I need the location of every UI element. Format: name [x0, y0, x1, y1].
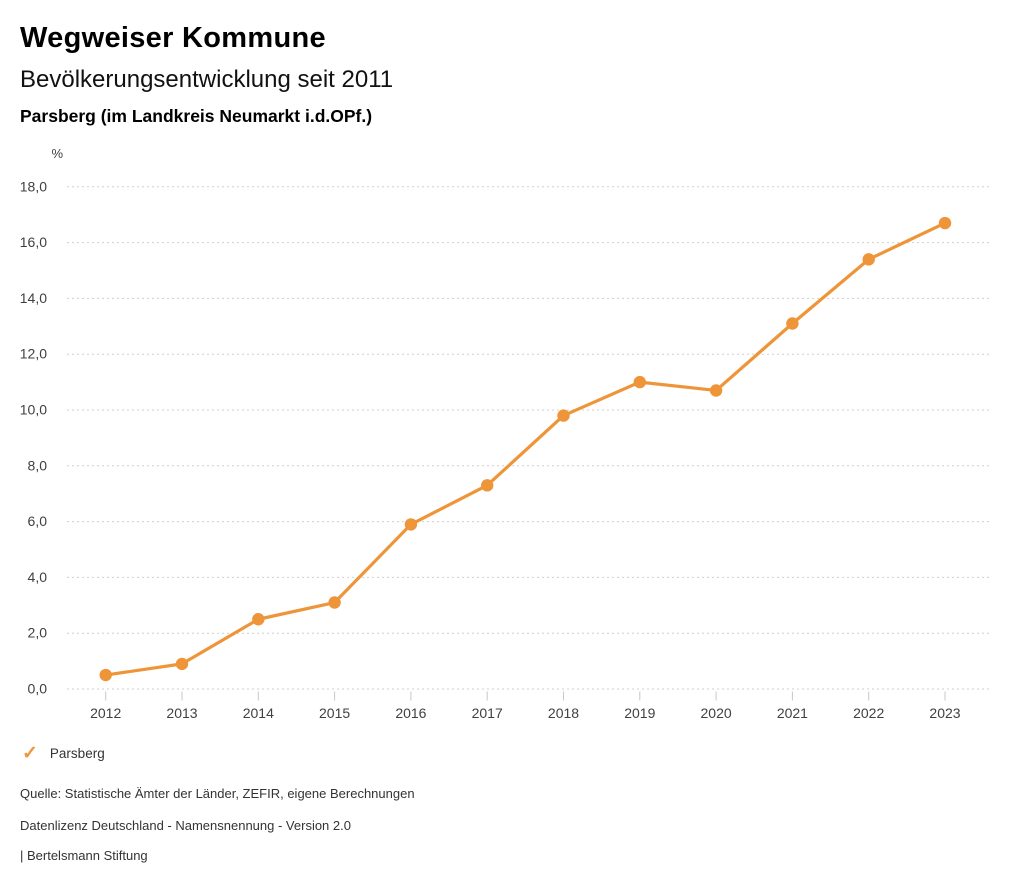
x-axis-tick-label: 2015 [319, 705, 350, 721]
page-title: Wegweiser Kommune [20, 22, 326, 54]
y-axis-tick-label: 18,0 [20, 178, 47, 194]
x-axis-tick-label: 2014 [243, 705, 274, 721]
chart-area: 0,0 2,0 4,0 6,0 8,0 10,0 12,0 14,0 16,0 18,0% 2012… [0, 140, 1024, 740]
data-point-2014[interactable] [252, 613, 265, 626]
x-axis-tick-label: 2012 [90, 705, 121, 721]
data-point-2019[interactable] [633, 375, 646, 389]
y-axis-tick-label: 4,0 [28, 569, 48, 585]
data-point-2022[interactable] [862, 253, 875, 266]
x-axis-tick-label: 2023 [929, 705, 960, 721]
legend-label: Parsberg [49, 746, 105, 761]
y-axis-tick-label: 8,0 [28, 457, 48, 473]
chart-title: Bevölkerungsentwicklung seit 2011 [20, 66, 394, 93]
data-point-2015[interactable] [328, 596, 341, 609]
data-point-2013[interactable] [175, 657, 189, 671]
data-point-2021[interactable] [786, 317, 799, 330]
x-axis-tick-label: 2016 [395, 705, 426, 721]
check-icon: ✓ [22, 743, 38, 764]
y-axis-unit-label: % [51, 146, 63, 161]
publisher-note: | Bertelsmann Stiftung [20, 848, 148, 863]
data-point-2020[interactable] [709, 384, 723, 397]
x-axis-tick-label: 2021 [777, 705, 808, 721]
data-point-2018[interactable] [557, 409, 570, 422]
chart-location-subtitle: Parsberg (im Landkreis Neumarkt i.d.OPf.… [20, 106, 373, 126]
y-axis-tick-label: 6,0 [28, 513, 48, 529]
data-point-2023[interactable] [938, 216, 952, 230]
y-axis-tick-label: 16,0 [20, 234, 47, 250]
y-axis-tick-label: 12,0 [20, 346, 47, 362]
y-axis-tick-label: 2,0 [28, 625, 48, 641]
x-axis-tick-label: 2013 [166, 705, 197, 721]
data-point-2017[interactable] [481, 479, 494, 492]
x-axis-tick-label: 2020 [701, 705, 732, 721]
data-point-2012[interactable] [99, 668, 112, 682]
license-note: Datenlizenz Deutschland - Namensnennung … [20, 818, 351, 833]
legend-item-parsberg[interactable]: ✓ Parsberg [22, 744, 105, 763]
x-axis-tick-label: 2019 [624, 705, 655, 721]
y-axis-tick-label: 14,0 [20, 290, 47, 306]
x-axis-tick-label: 2018 [548, 705, 579, 721]
y-axis-tick-label: 0,0 [28, 681, 48, 697]
x-axis-tick-label: 2022 [853, 705, 884, 721]
data-point-2016[interactable] [404, 518, 418, 531]
y-axis-tick-label: 10,0 [20, 402, 47, 418]
series-line-parsberg [104, 221, 947, 677]
x-axis-tick-label: 2017 [472, 705, 503, 721]
population-line-chart: 0,0 2,0 4,0 6,0 8,0 10,0 12,0 14,0 16,0 18,0% 2012… [20, 146, 989, 721]
source-note: Quelle: Statistische Ämter der Länder, Z… [20, 786, 415, 801]
